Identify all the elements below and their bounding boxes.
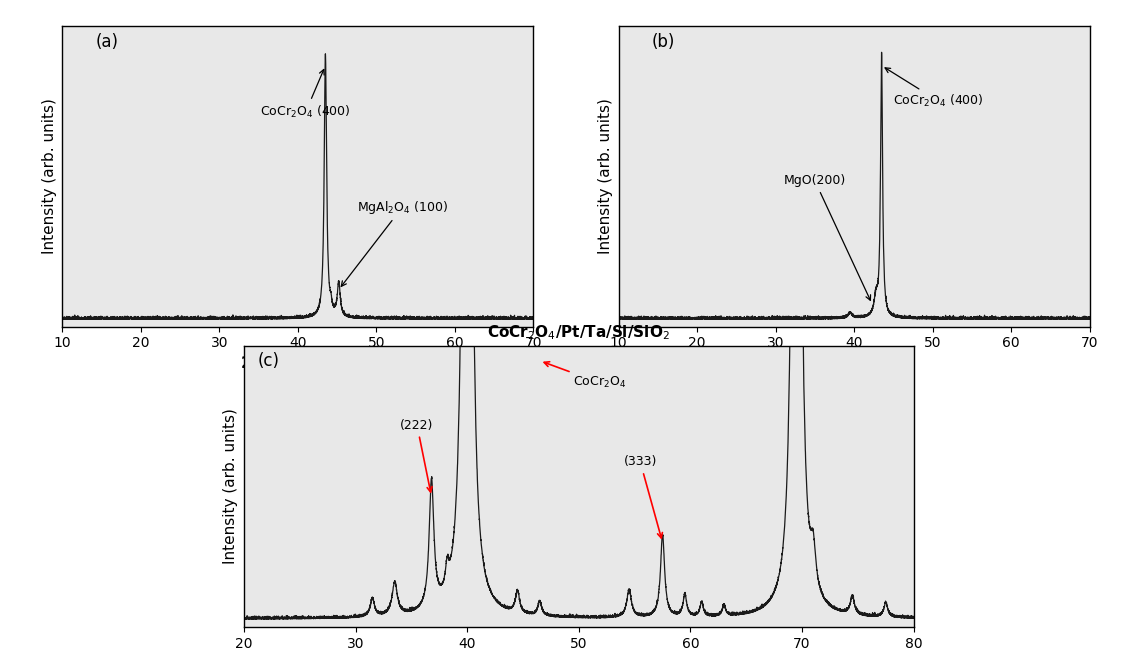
Text: (a): (a) [95, 33, 118, 51]
Y-axis label: Intensity (arb. units): Intensity (arb. units) [42, 99, 57, 254]
X-axis label: 2 θ (degrees): 2 θ (degrees) [241, 356, 355, 371]
Y-axis label: Intensity (arb. units): Intensity (arb. units) [224, 409, 238, 564]
Text: CoCr$_2$O$_4$: CoCr$_2$O$_4$ [544, 362, 627, 390]
Text: MgAl$_2$O$_4$ (100): MgAl$_2$O$_4$ (100) [342, 199, 448, 286]
Title: CoCr$_2$O$_4$/Pt/Ta/Si/SiO$_2$: CoCr$_2$O$_4$/Pt/Ta/Si/SiO$_2$ [487, 324, 671, 342]
Text: (b): (b) [651, 33, 675, 51]
Text: (333): (333) [623, 455, 663, 538]
X-axis label: 2 θ (degrees): 2 θ (degrees) [797, 356, 911, 371]
Text: (c): (c) [258, 352, 279, 370]
Text: (222): (222) [401, 419, 434, 492]
Y-axis label: Intensity (arb. units): Intensity (arb. units) [598, 99, 613, 254]
Text: CoCr$_2$O$_4$ (400): CoCr$_2$O$_4$ (400) [260, 69, 351, 119]
Text: MgO(200): MgO(200) [783, 174, 871, 300]
Text: CoCr$_2$O$_4$ (400): CoCr$_2$O$_4$ (400) [885, 68, 984, 109]
